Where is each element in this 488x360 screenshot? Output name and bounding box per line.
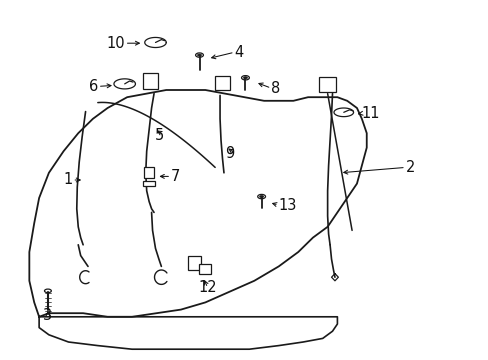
Text: 13: 13 [278, 198, 297, 213]
Text: 9: 9 [225, 145, 234, 161]
Text: 6: 6 [88, 79, 98, 94]
Ellipse shape [243, 77, 247, 79]
Ellipse shape [197, 54, 201, 56]
Text: 1: 1 [63, 172, 72, 188]
Bar [187, 256, 201, 270]
Bar [142, 181, 155, 186]
Text: 8: 8 [271, 81, 280, 96]
Ellipse shape [259, 195, 263, 198]
Text: 7: 7 [171, 169, 180, 184]
Text: 2: 2 [405, 160, 414, 175]
Bar [142, 73, 158, 89]
Text: 4: 4 [234, 45, 244, 60]
Text: 5: 5 [154, 127, 163, 143]
Text: 11: 11 [361, 106, 380, 121]
Text: 10: 10 [106, 36, 124, 51]
Bar [215, 76, 229, 90]
Bar [199, 264, 211, 274]
Text: 3: 3 [43, 307, 52, 323]
Bar [144, 167, 154, 178]
Text: 12: 12 [198, 280, 217, 296]
Bar [319, 77, 336, 92]
